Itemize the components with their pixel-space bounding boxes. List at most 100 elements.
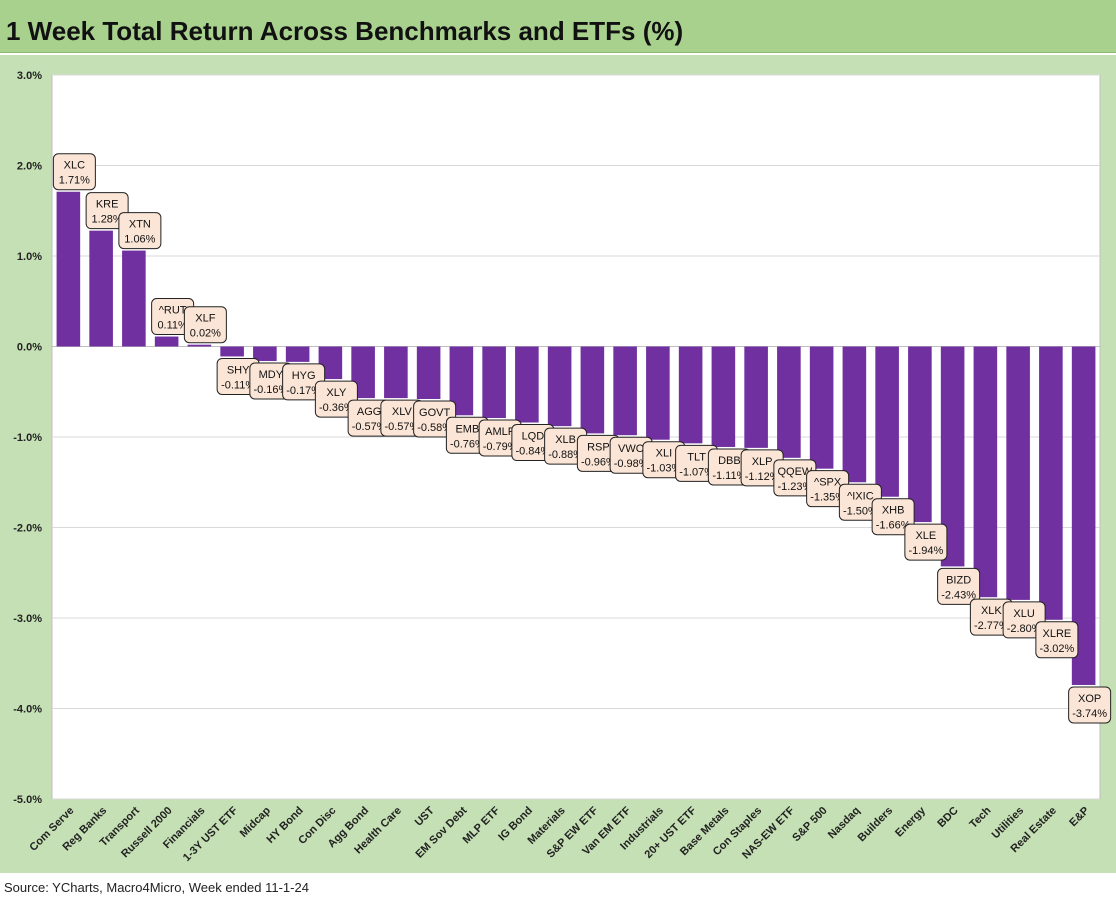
data-label: XTN 1.06% xyxy=(118,212,162,250)
data-label-ticker: XLK xyxy=(981,605,1002,617)
bar xyxy=(842,346,867,483)
data-label-ticker: XLE xyxy=(915,530,936,542)
bar xyxy=(253,346,277,361)
data-label-value: -0.76% xyxy=(450,438,485,450)
x-tick-label: BDC xyxy=(935,805,960,830)
data-label-box xyxy=(1068,686,1112,724)
y-tick-label: 1.0% xyxy=(17,251,42,263)
bar xyxy=(122,250,146,347)
data-label-ticker: XLRE xyxy=(1043,628,1072,640)
y-tick-label: 0.0% xyxy=(17,342,42,354)
data-label: XLB -0.88% xyxy=(544,427,588,465)
bar xyxy=(515,346,539,423)
data-label-value: -1.35% xyxy=(810,492,845,504)
chart-panel: 3.0% 2.0% 1.0% 0.0% -1.0% -2.0% -3.0% -4.0% -5.0… xyxy=(0,55,1116,873)
data-label-value: -1.12% xyxy=(745,471,780,483)
data-label-ticker: TLT xyxy=(687,451,706,463)
data-label: TLT -1.07% xyxy=(675,444,719,482)
bar xyxy=(973,346,998,598)
data-label-ticker: BIZD xyxy=(946,574,971,586)
data-label-value: 1.06% xyxy=(124,234,155,246)
bar xyxy=(187,344,212,347)
x-tick-label: Builders xyxy=(856,805,896,845)
data-label: XLE -1.94% xyxy=(904,523,948,561)
data-label-box xyxy=(118,212,162,250)
data-label-value: -0.17% xyxy=(286,385,321,397)
bar xyxy=(449,346,474,416)
data-label-box xyxy=(871,498,915,536)
data-label-ticker: VWO xyxy=(618,443,645,455)
data-label-value: -0.36% xyxy=(319,402,354,414)
data-label-ticker: XTN xyxy=(129,219,151,231)
data-label-box xyxy=(937,567,981,605)
data-label: EMB -0.76% xyxy=(445,416,489,454)
data-label: XHB -1.66% xyxy=(871,498,915,536)
data-label-value: -0.96% xyxy=(581,456,616,468)
data-label-ticker: XLY xyxy=(326,387,347,399)
bar xyxy=(1071,346,1096,685)
data-label: XLY -0.36% xyxy=(314,380,358,418)
data-label-ticker: RSP xyxy=(587,441,610,453)
bar xyxy=(678,346,703,444)
data-label: GOVT -0.58% xyxy=(413,400,457,438)
data-label-value: -0.98% xyxy=(614,458,649,470)
data-label-value: -1.03% xyxy=(646,463,681,475)
data-label: XLU -2.80% xyxy=(1002,601,1046,639)
data-label-ticker: XLI xyxy=(656,448,673,460)
data-label-box xyxy=(183,306,227,344)
x-tick-label: Tech xyxy=(967,804,993,830)
bar xyxy=(154,336,179,347)
data-label-ticker: LQD xyxy=(522,431,545,443)
data-label: SHY -0.11% xyxy=(216,357,260,395)
bar xyxy=(646,346,670,440)
data-label: XOP -3.74% xyxy=(1068,686,1112,724)
bar xyxy=(777,346,801,458)
bar xyxy=(908,346,932,523)
bars xyxy=(56,191,1096,685)
data-label-value: -1.07% xyxy=(679,466,714,478)
bar xyxy=(809,346,834,469)
data-label-ticker: XHB xyxy=(882,505,905,517)
data-label-ticker: ^IXIC xyxy=(847,490,874,502)
data-label-ticker: QQEW xyxy=(777,466,812,478)
bar-chart: 3.0% 2.0% 1.0% 0.0% -1.0% -2.0% -3.0% -4.0% -5.0… xyxy=(13,70,1112,864)
data-label: XLRE -3.02% xyxy=(1035,621,1079,659)
data-label-box xyxy=(904,523,948,561)
data-label-ticker: XLF xyxy=(195,313,215,325)
bar xyxy=(613,346,637,436)
bar xyxy=(547,346,572,427)
bar xyxy=(580,346,605,434)
data-label-ticker: AMLP xyxy=(485,426,515,438)
data-label-ticker: AGG xyxy=(357,406,381,418)
y-tick-label: -1.0% xyxy=(13,432,42,444)
y-tick-label: 2.0% xyxy=(17,161,42,173)
bar xyxy=(744,346,768,448)
data-label-ticker: GOVT xyxy=(419,407,450,419)
data-label-value: -2.80% xyxy=(1007,623,1042,635)
data-label: LQD -0.84% xyxy=(511,424,555,462)
data-label-ticker: ^RUT xyxy=(159,305,187,317)
data-label-box xyxy=(314,380,358,418)
data-label-value: 0.11% xyxy=(157,320,188,332)
data-label: XLF 0.02% xyxy=(183,306,227,344)
bar xyxy=(711,346,736,447)
data-labels: XLC 1.71% KRE 1.28% XTN 1.06% ^RUT 0.11% XLF 0.02… xyxy=(52,153,1112,724)
data-label-value: -1.50% xyxy=(843,505,878,517)
y-tick-label: -3.0% xyxy=(13,613,42,625)
bar xyxy=(875,346,899,497)
y-tick-label: -2.0% xyxy=(13,523,42,535)
data-label-value: -1.66% xyxy=(876,520,911,532)
data-label-ticker: KRE xyxy=(96,199,119,211)
data-label-value: -2.77% xyxy=(974,620,1009,632)
data-label-value: -3.74% xyxy=(1072,708,1107,720)
data-label-ticker: ^SPX xyxy=(814,477,842,489)
data-label: ^RUT 0.11% xyxy=(151,298,195,336)
data-label-value: 0.02% xyxy=(190,328,221,340)
data-label-ticker: XLV xyxy=(392,406,413,418)
data-label-box xyxy=(52,153,96,191)
data-label-value: 1.71% xyxy=(59,175,90,187)
data-label-value: 1.28% xyxy=(92,214,123,226)
data-label-value: -1.11% xyxy=(712,470,746,482)
data-label-value: -0.57% xyxy=(384,421,419,433)
data-label-ticker: XLU xyxy=(1013,608,1034,620)
